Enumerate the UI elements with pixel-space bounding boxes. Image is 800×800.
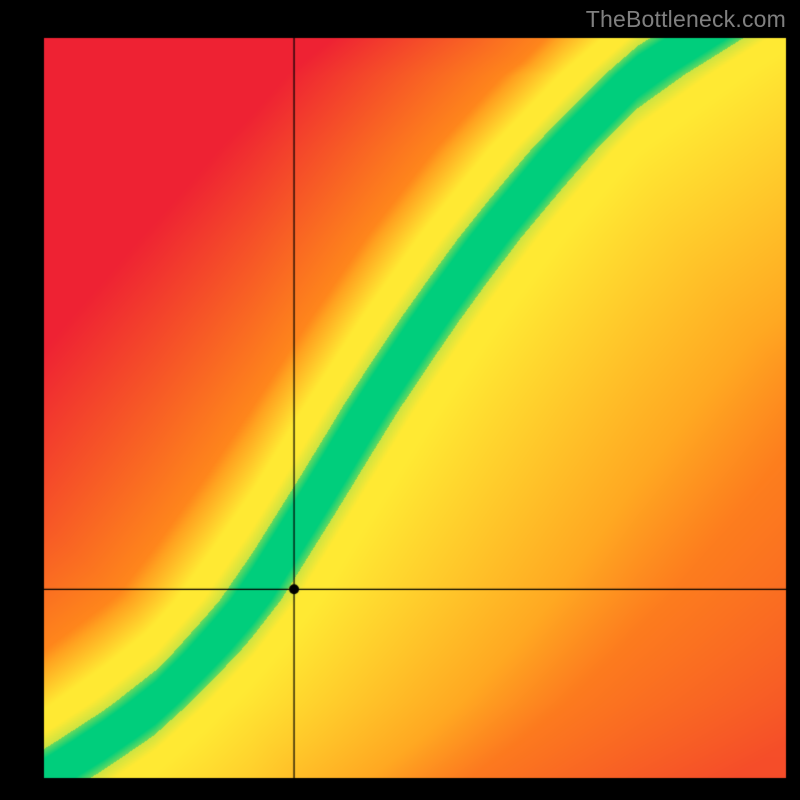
chart-container: TheBottleneck.com [0,0,800,800]
bottleneck-heatmap [0,0,800,800]
watermark-text: TheBottleneck.com [586,6,786,33]
